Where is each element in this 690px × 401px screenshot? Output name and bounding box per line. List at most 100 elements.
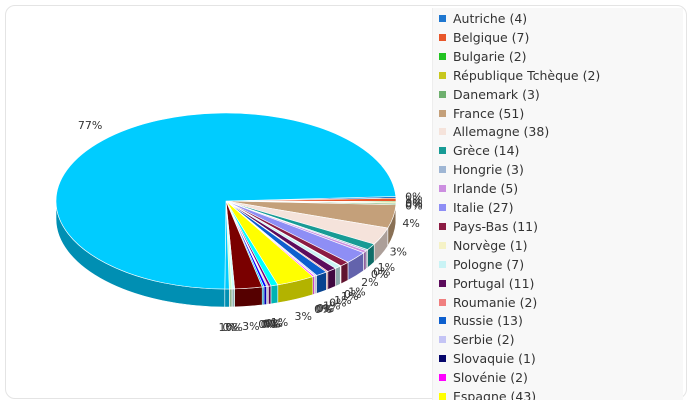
legend-swatch	[439, 222, 446, 230]
pie-label: 0%	[344, 288, 361, 301]
pie-label: 0%	[261, 318, 278, 331]
pie-label: 0%	[265, 317, 282, 330]
legend-swatch	[439, 279, 446, 287]
legend-item[interactable]: Bulgarie (2)	[439, 48, 527, 66]
pie-label: 0%	[258, 318, 275, 331]
legend-label: Autriche (4)	[453, 11, 528, 26]
legend-item[interactable]: Pays-Bas (11)	[439, 218, 538, 236]
legend: Autriche (4) Belgique (7) Bulgarie (2) Répu…	[432, 8, 683, 400]
legend-label: Espagne (43)	[453, 389, 537, 400]
legend-item[interactable]: Danemark (3)	[439, 86, 540, 104]
legend-swatch	[439, 147, 446, 155]
legend-swatch	[439, 185, 446, 193]
legend-item[interactable]: Belgique (7)	[439, 29, 529, 47]
pie-label: 0%	[315, 303, 332, 316]
pie-slice-side	[335, 265, 341, 287]
legend-item[interactable]: Grèce (14)	[439, 142, 519, 160]
pie-label: 1%	[323, 299, 340, 312]
pie-label: 3%	[294, 310, 311, 323]
legend-swatch	[439, 33, 446, 41]
pie-slice-side	[228, 288, 233, 308]
legend-item[interactable]: Pologne (7)	[439, 256, 524, 274]
legend-item[interactable]: Italie (27)	[439, 199, 514, 217]
legend-label: Roumanie (2)	[453, 294, 538, 310]
legend-label: Hongrie (3)	[453, 162, 524, 178]
legend-swatch	[439, 128, 446, 136]
pie-label: 0%	[405, 196, 422, 209]
legend-label: France (51)	[453, 105, 525, 121]
legend-swatch	[439, 393, 446, 400]
legend-item[interactable]: République Tchèque (2)	[439, 67, 600, 85]
pie-slice-side	[263, 286, 267, 306]
pie-label: 1%	[271, 316, 288, 329]
legend-item[interactable]: Allemagne (38)	[439, 123, 549, 141]
pie-slice-side	[363, 250, 367, 272]
legend-label: Slovénie (2)	[453, 370, 528, 386]
pie-label: 3%	[242, 320, 259, 333]
legend-label: Irlande (5)	[453, 181, 519, 197]
legend-label: Italie (27)	[453, 200, 514, 215]
pie-label: 0%	[314, 303, 331, 316]
pie-label: 0%	[373, 266, 390, 279]
legend-item[interactable]: Slovénie (2)	[439, 369, 528, 387]
pie-label: 1%	[348, 286, 365, 299]
pie-label: 2%	[361, 276, 378, 289]
pie-label: 0%	[371, 268, 388, 281]
legend-item[interactable]: Serbie (2)	[439, 331, 515, 349]
pie-label: 3%	[390, 246, 407, 259]
pie-label: 0%	[263, 318, 280, 331]
legend-item[interactable]: Roumanie (2)	[439, 294, 537, 312]
pie-label: 0%	[329, 297, 346, 310]
legend-item[interactable]: Norvège (1)	[439, 237, 528, 255]
pie-slice-side	[231, 288, 235, 308]
legend-swatch	[439, 204, 446, 211]
legend-swatch	[439, 71, 446, 79]
legend-swatch	[439, 241, 446, 249]
legend-swatch	[439, 166, 446, 174]
pie-chart: 0%1%0%0%0%4%3%1%0%0%2%1%0%1%1%0%1%0%0%0%…	[55, 112, 423, 334]
legend-item[interactable]: Autriche (4)	[439, 10, 527, 28]
legend-swatch	[439, 317, 446, 325]
legend-label: Pays-Bas (11)	[453, 218, 538, 234]
legend-label: Pologne (7)	[453, 256, 525, 272]
pie-label: 0%	[222, 321, 239, 334]
pie-label: 77%	[78, 119, 102, 132]
legend-item[interactable]: Russie (13)	[439, 312, 523, 330]
pie-label: 0%	[225, 321, 242, 334]
legend-label: Slovaquie (1)	[453, 351, 536, 367]
legend-label: Portugal (11)	[453, 275, 535, 291]
pie-label: 0%	[405, 190, 422, 203]
legend-label: Russie (13)	[453, 313, 523, 329]
pie-label: 4%	[402, 217, 419, 230]
legend-label: Norvège (1)	[453, 237, 528, 253]
legend-item[interactable]: Irlande (5)	[439, 180, 518, 198]
legend-item[interactable]: Slovaquie (1)	[439, 350, 536, 368]
pie-label: 1%	[378, 261, 395, 274]
legend-label: Belgique (7)	[453, 29, 530, 45]
legend-label: Serbie (2)	[453, 332, 515, 348]
legend-item[interactable]: France (51)	[439, 105, 524, 123]
legend-swatch	[439, 336, 446, 344]
pie-slice[interactable]	[55, 112, 397, 290]
legend-label: République Tchèque (2)	[453, 67, 601, 83]
legend-swatch	[439, 355, 446, 363]
legend-item[interactable]: Hongrie (3)	[439, 161, 524, 179]
legend-label: Bulgarie (2)	[453, 48, 527, 64]
legend-label: Danemark (3)	[453, 86, 540, 102]
pie-label: 1%	[405, 194, 422, 207]
legend-item[interactable]: Portugal (11)	[439, 275, 534, 293]
legend-label: Grèce (14)	[453, 143, 520, 159]
pie-slice-side	[234, 286, 263, 308]
pie-label: 0%	[405, 198, 422, 211]
pie-label: 1%	[341, 290, 358, 303]
pie-label: 0%	[405, 199, 422, 212]
pie-label: 1%	[218, 321, 235, 334]
pie-slice-side	[268, 285, 272, 305]
pie-label: 0%	[317, 302, 334, 315]
legend-swatch	[439, 52, 446, 60]
legend-swatch	[439, 109, 446, 117]
legend-swatch	[439, 90, 446, 98]
legend-item[interactable]: Espagne (43)	[439, 388, 536, 400]
pie-slice-side	[224, 288, 230, 308]
legend-swatch	[439, 298, 446, 306]
